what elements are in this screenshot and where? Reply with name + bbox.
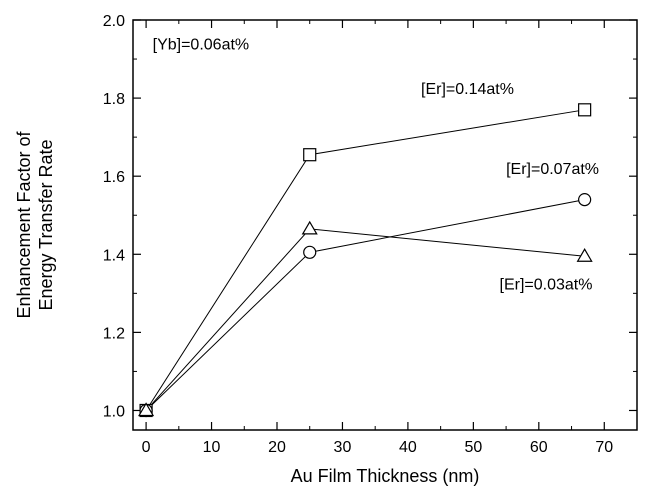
x-tick-label: 30 — [334, 439, 352, 456]
axis-ticks: 0 10 20 30 40 50 60 70 1.0 1.2 1.4 1.6 1.8 2.0 — [103, 13, 637, 456]
annotation-label: [Yb]=0.06at% — [153, 36, 250, 53]
x-tick-label: 70 — [595, 439, 613, 456]
annotation-label: [Er]=0.03at% — [500, 276, 593, 293]
y-tick-label: 2.0 — [103, 13, 125, 30]
series-line-square — [145, 109, 585, 411]
series-line-triangle — [145, 228, 585, 411]
annotation-label: [Er]=0.14at% — [421, 81, 514, 98]
series-lines — [145, 109, 585, 411]
x-tick-label: 60 — [530, 439, 548, 456]
y-tick-label: 1.8 — [103, 91, 125, 108]
circle-marker — [303, 245, 317, 259]
square-marker — [578, 103, 592, 117]
square-marker — [303, 148, 317, 162]
y-axis-title-line: Enhancement Factor of — [14, 130, 34, 318]
x-tick-label: 40 — [399, 439, 417, 456]
circle-marker — [578, 193, 592, 207]
x-tick-label: 10 — [203, 439, 221, 456]
y-tick-label: 1.2 — [103, 325, 125, 342]
series-line-circle — [145, 199, 585, 411]
triangle-marker — [138, 402, 155, 417]
y-axis-title: Enhancement Factor of Energy Transfer Rat… — [14, 130, 56, 318]
y-tick-label: 1.4 — [103, 247, 125, 264]
annotations: [Yb]=0.06at% [Er]=0.14at% [Er]=0.07at% [Er]… — [153, 36, 599, 293]
annotation-label: [Er]=0.07at% — [506, 161, 599, 178]
triangle-marker — [576, 248, 593, 262]
y-axis-title-line: Energy Transfer Rate — [36, 139, 56, 310]
triangle-marker — [301, 220, 318, 235]
y-tick-label: 1.6 — [103, 169, 125, 186]
y-tick-label: 1.0 — [103, 403, 125, 420]
plot-frame — [132, 19, 638, 431]
x-tick-label: 50 — [464, 439, 482, 456]
x-tick-label: 0 — [142, 439, 151, 456]
x-tick-label: 20 — [268, 439, 286, 456]
x-axis-title: Au Film Thickness (nm) — [291, 466, 480, 486]
series-markers — [138, 103, 593, 418]
